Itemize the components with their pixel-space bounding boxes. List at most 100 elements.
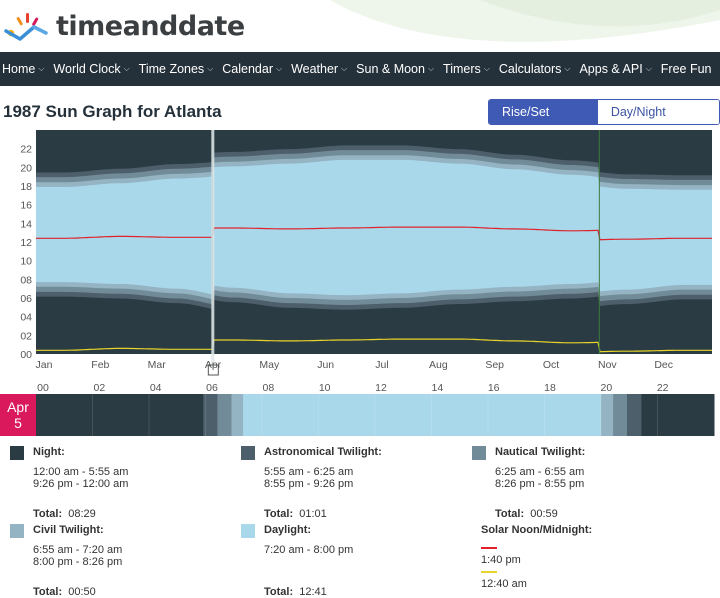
nautical-segment — [217, 394, 232, 436]
selected-date-badge: Apr 5 — [0, 394, 36, 436]
hour-tick-label: 04 — [150, 382, 162, 394]
hour-tick-label: 12 — [375, 382, 387, 394]
night-segment — [641, 394, 715, 436]
x-month-label: Jan — [36, 359, 53, 371]
x-month-label: Oct — [543, 359, 559, 371]
civil-segment — [601, 394, 614, 436]
y-tick-label: 14 — [20, 218, 32, 230]
hour-tick-label: 20 — [600, 382, 612, 394]
y-tick-label: 22 — [20, 144, 32, 156]
time-range: 8:55 pm - 9:26 pm — [264, 478, 354, 490]
midnight-line-swatch — [481, 571, 497, 574]
total-value: 00:59 — [530, 508, 558, 520]
selected-day-handle — [207, 364, 219, 376]
hour-tick-label: 18 — [544, 382, 556, 394]
legend-name: Astronomical Twilight: — [264, 446, 382, 458]
selected-day-marker — [211, 130, 215, 372]
nav-label: Free Fun — [660, 62, 712, 76]
nav-label: Time Zones — [138, 62, 205, 76]
day-strip-bar — [36, 394, 715, 436]
night-swatch — [10, 446, 24, 460]
nav-label: Home — [2, 62, 36, 76]
hour-tick-label: 00 — [37, 382, 49, 394]
sun-graph-svg: 22 20 18 16 14 12 10 08 06 04 02 00 Jan Feb Mar Apr May J… — [20, 130, 712, 394]
selected-day: 5 — [14, 415, 22, 431]
total-label: Total: — [33, 586, 63, 598]
nav-free-fun[interactable]: Free Fun — [659, 62, 719, 76]
x-month-label: Feb — [91, 359, 109, 371]
legend-name: Daylight: — [264, 524, 312, 536]
sun-graph[interactable]: 22 20 18 16 14 12 10 08 06 04 02 00 Jan Feb Mar Apr May J… — [0, 128, 720, 396]
legend-total: Total: 08:29 — [33, 508, 96, 520]
hour-tick-label: 06 — [206, 382, 218, 394]
solar-midnight-entry: 12:40 am — [481, 566, 701, 590]
nav-label: Apps & API — [579, 62, 643, 76]
hour-tick-label: 14 — [431, 382, 443, 394]
y-tick-label: 16 — [20, 200, 32, 212]
x-month-label: Nov — [598, 359, 617, 371]
total-label: Total: — [495, 508, 525, 520]
time-range: 8:26 pm - 8:55 pm — [495, 478, 585, 490]
hour-tick-label: 02 — [93, 382, 105, 394]
noon-line-swatch — [481, 547, 497, 550]
legend-times: 5:55 am - 6:25 am 8:55 pm - 9:26 pm — [264, 466, 451, 490]
legend-total: Total: 01:01 — [264, 508, 327, 520]
legend-name: Civil Twilight: — [33, 524, 104, 536]
legend-name: Night: — [33, 446, 65, 458]
civil-segment — [231, 394, 244, 436]
daylight-swatch — [241, 524, 255, 538]
legend-times: 1:40 pm 12:40 am — [481, 542, 701, 590]
daylight-segment — [243, 394, 602, 436]
selected-month: Apr — [7, 399, 29, 415]
solar-noon-entry: 1:40 pm — [481, 542, 701, 566]
x-month-label: Mar — [148, 359, 167, 371]
nav-home[interactable]: Home ⌵ — [0, 62, 51, 76]
legend-name: Nautical Twilight: — [495, 446, 586, 458]
sun-logo-icon — [4, 13, 48, 41]
chevron-down-icon: ⌵ — [38, 64, 45, 73]
y-tick-label: 00 — [20, 349, 32, 361]
total-value: 12:41 — [299, 586, 327, 598]
nav-apps-api[interactable]: Apps & API ⌵ — [577, 62, 658, 76]
nav-calendar[interactable]: Calendar ⌵ — [220, 62, 289, 76]
legend-times: 6:25 am - 6:55 am 8:26 pm - 8:55 pm — [495, 466, 682, 490]
legend-nautical-twilight: Nautical Twilight: 6:25 am - 6:55 am 8:2… — [472, 446, 682, 520]
total-label: Total: — [264, 586, 294, 598]
astronomical-segment — [203, 394, 218, 436]
x-month-label: May — [259, 359, 280, 371]
total-value: 08:29 — [68, 508, 96, 520]
nav-time-zones[interactable]: Time Zones ⌵ — [137, 62, 221, 76]
time-range: 8:00 pm - 8:26 pm — [33, 556, 123, 568]
main-nav: Home ⌵ World Clock ⌵ Time Zones ⌵ Calendar ⌵… — [0, 52, 720, 86]
nav-label: Calculators — [498, 62, 562, 76]
nav-calculators[interactable]: Calculators ⌵ — [497, 62, 578, 76]
chevron-down-icon: ⌵ — [341, 64, 348, 73]
selected-day-strip[interactable]: Apr 5 — [0, 394, 720, 436]
nav-world-clock[interactable]: World Clock ⌵ — [51, 62, 136, 76]
nav-weather[interactable]: Weather ⌵ — [289, 62, 354, 76]
legend-solar-noon-midnight: Solar Noon/Midnight: 1:40 pm 12:40 am — [481, 524, 701, 590]
rise-set-times-button[interactable]: Rise/Set Times — [489, 100, 598, 124]
nautical-segment — [613, 394, 628, 436]
day-night-length-button[interactable]: Day/Night Length — [597, 100, 719, 124]
hour-tick-label: 22 — [657, 382, 669, 394]
total-value: 00:50 — [68, 586, 96, 598]
nav-sun-moon[interactable]: Sun & Moon ⌵ — [354, 62, 441, 76]
site-logo[interactable]: timeanddate — [2, 8, 245, 44]
logo-wordmark: timeanddate — [56, 10, 245, 42]
time-range: 9:26 pm - 12:00 am — [33, 478, 129, 490]
nav-timers[interactable]: Timers ⌵ — [441, 62, 497, 76]
legend-times: 6:55 am - 7:20 am 8:00 pm - 8:26 pm — [33, 544, 220, 568]
nav-label: Weather — [291, 62, 339, 76]
y-tick-label: 18 — [20, 181, 32, 193]
y-tick-label: 08 — [20, 274, 32, 286]
y-tick-label: 10 — [20, 256, 32, 268]
time-range: 6:55 am - 7:20 am — [33, 544, 123, 556]
nav-label: Calendar — [222, 62, 273, 76]
y-tick-label: 02 — [20, 330, 32, 342]
legend-civil-twilight: Civil Twilight: 6:55 am - 7:20 am 8:00 p… — [10, 524, 220, 598]
chevron-down-icon: ⌵ — [207, 64, 214, 73]
chevron-down-icon: ⌵ — [123, 64, 130, 73]
x-month-label: Jun — [317, 359, 334, 371]
nav-label: World Clock — [53, 62, 121, 76]
